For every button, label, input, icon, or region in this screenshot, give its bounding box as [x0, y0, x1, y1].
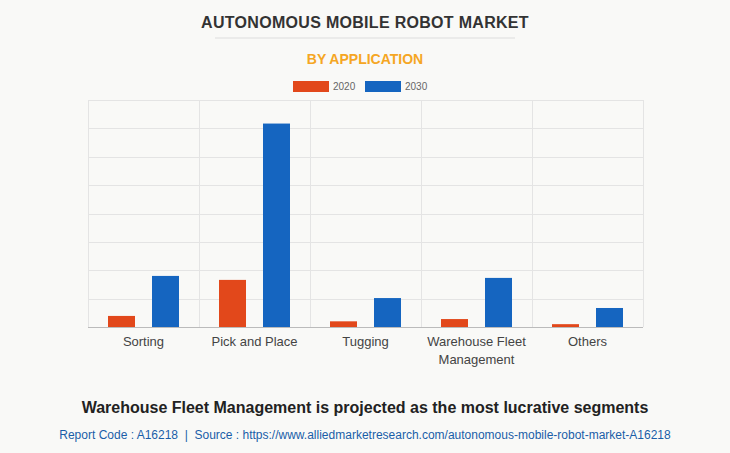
- grid-line: [88, 128, 643, 129]
- grid-line: [88, 270, 643, 271]
- x-tick-label-line: Sorting: [123, 334, 164, 349]
- bar: [596, 308, 623, 327]
- subtitle: BY APPLICATION: [307, 51, 423, 67]
- caption: Warehouse Fleet Management is projected …: [82, 399, 649, 416]
- band-separator: [532, 100, 533, 327]
- bar: [108, 316, 135, 327]
- x-tick-label: Warehouse Fleet Management: [427, 334, 526, 367]
- x-tick-label-line: Tugging: [342, 334, 389, 349]
- bar: [374, 298, 401, 327]
- x-tick-label-line: Warehouse Fleet: [427, 334, 526, 349]
- bar: [263, 124, 290, 327]
- x-tick-label-line: Others: [568, 334, 608, 349]
- x-tick-label: Tugging: [342, 334, 389, 349]
- grid-line: [88, 242, 643, 243]
- title: AUTONOMOUS MOBILE ROBOT MARKET: [201, 14, 529, 31]
- legend-label: 2020: [333, 81, 356, 92]
- title-rule: [215, 38, 515, 39]
- legend-swatch: [293, 81, 329, 92]
- source: Report Code : A16218 | Source : https://…: [59, 428, 671, 442]
- grid-line: [88, 185, 643, 186]
- x-tick-label-line: Management: [439, 352, 515, 367]
- x-tick-label: Sorting: [123, 334, 164, 349]
- grid-line: [88, 100, 643, 101]
- band-separator: [643, 100, 644, 327]
- grid-line: [88, 157, 643, 158]
- background: [0, 0, 730, 453]
- grid-line: [88, 327, 643, 328]
- band-separator: [88, 100, 89, 327]
- band-separator: [310, 100, 311, 327]
- x-tick-label: Pick and Place: [212, 334, 298, 349]
- x-tick-label: Others: [568, 334, 608, 349]
- bar: [485, 278, 512, 327]
- legend-swatch: [365, 81, 401, 92]
- bar: [219, 280, 246, 327]
- bar: [152, 276, 179, 327]
- bar: [330, 321, 357, 327]
- grid-line: [88, 214, 643, 215]
- bar: [552, 324, 579, 327]
- bars: [108, 124, 623, 327]
- legend-label: 2030: [405, 81, 428, 92]
- band-separator: [199, 100, 200, 327]
- band-separator: [421, 100, 422, 327]
- chart: AUTONOMOUS MOBILE ROBOT MARKET BY APPLICA…: [0, 0, 730, 453]
- x-tick-label-line: Pick and Place: [212, 334, 298, 349]
- bar: [441, 319, 468, 327]
